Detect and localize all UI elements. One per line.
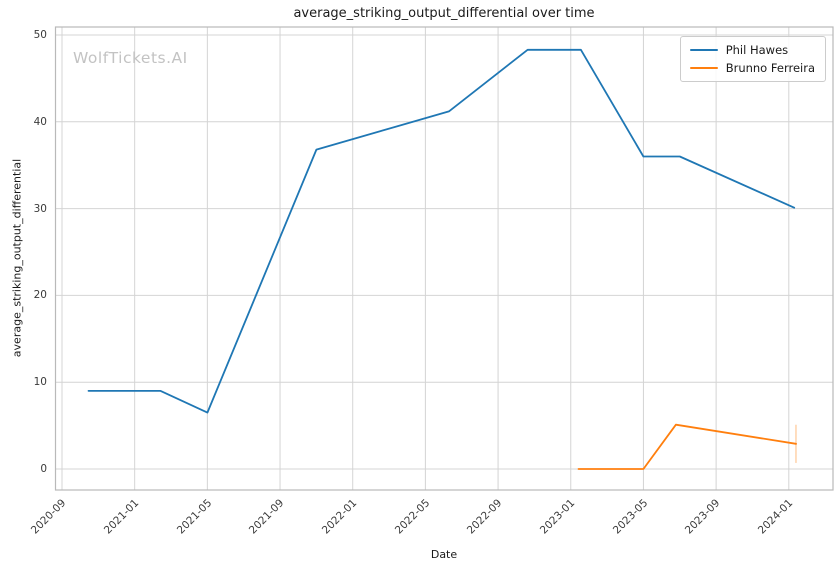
legend-label: Phil Hawes [725,43,789,57]
y-tick-label: 10 [33,376,47,389]
legend-item-phil-hawes: Phil Hawes [689,43,815,57]
watermark: WolfTickets.AI [73,49,188,67]
legend-line-swatch [689,49,718,51]
x-axis-label: Date [430,548,458,561]
y-tick-label: 30 [33,202,47,215]
y-tick-label: 20 [33,289,47,302]
y-tick-label: 0 [40,463,47,475]
series-line-brunno-ferreira [577,423,797,470]
legend-line-swatch [689,67,718,69]
legend-item-brunno-ferreira: Brunno Ferreira [689,61,815,75]
legend: Phil Hawes Brunno Ferreira [679,36,826,82]
chart-title: average_striking_output_differential ove… [293,6,595,21]
legend-label: Brunno Ferreira [725,61,815,75]
y-tick-label: 50 [33,29,47,41]
y-tick-label: 40 [33,115,47,128]
y-axis-label: average_striking_output_differential [10,158,24,358]
plot-border [54,26,834,491]
series-line-phil-hawes [87,48,796,414]
